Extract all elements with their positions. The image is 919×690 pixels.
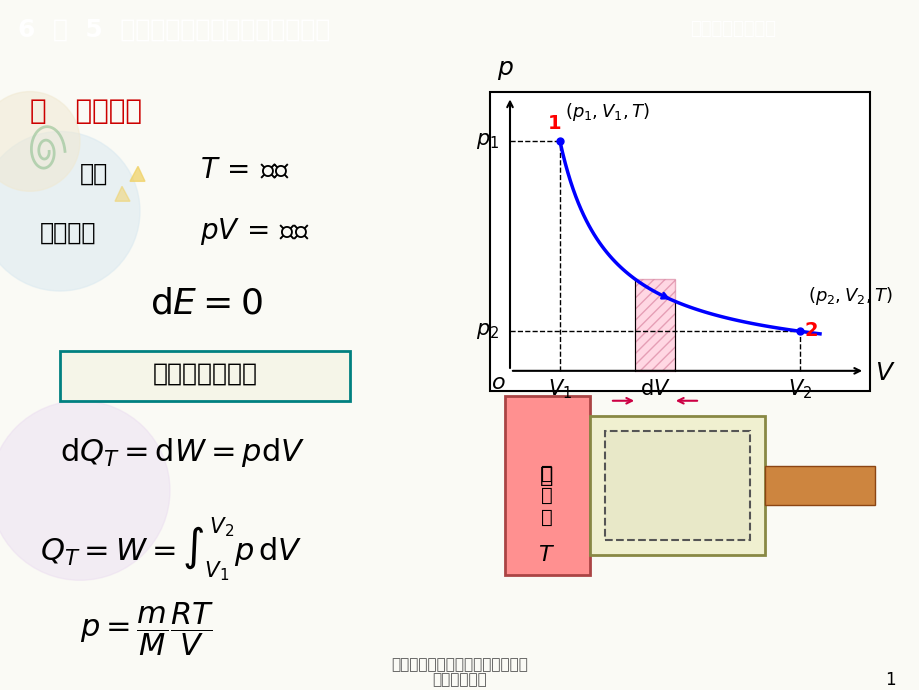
Text: 世界会向那些有目标和远见的人让: 世界会向那些有目标和远见的人让 [391, 658, 528, 673]
Bar [60, 351, 349, 401]
Text: $V$: $V$ [874, 361, 894, 385]
Text: $\mathrm{d}Q_T = \mathrm{d}W = p\mathrm{d}V$: $\mathrm{d}Q_T = \mathrm{d}W = p\mathrm{… [60, 435, 305, 469]
Circle shape [0, 92, 80, 191]
Text: 一   等温过程: 一 等温过程 [30, 97, 142, 125]
Bar [490, 92, 869, 391]
Text: $o$: $o$ [490, 373, 505, 393]
Text: $p$: $p$ [496, 57, 513, 81]
Text: $p_1$: $p_1$ [476, 131, 499, 151]
Bar [589, 415, 765, 555]
Polygon shape [115, 186, 130, 201]
Text: $T\,=\,$常量: $T\,=\,$常量 [199, 157, 290, 184]
Text: $Q_T = W = \int_{V_1}^{V_2} p\,\mathrm{d}V$: $Q_T = W = \int_{V_1}^{V_2} p\,\mathrm{d… [40, 515, 302, 584]
Text: $V_1$: $V_1$ [548, 377, 572, 401]
Circle shape [0, 132, 140, 291]
Text: 6  －  5  理想气体的等温过程和绝热过程: 6 － 5 理想气体的等温过程和绝热过程 [18, 17, 330, 41]
Circle shape [0, 401, 170, 580]
Text: $\mathrm{d}V$: $\mathrm{d}V$ [639, 379, 670, 399]
Bar [505, 396, 589, 575]
Text: $p = \dfrac{m}{M}\dfrac{RT}{V}$: $p = \dfrac{m}{M}\dfrac{RT}{V}$ [80, 600, 214, 658]
Bar [605, 431, 749, 540]
Text: $(p_1,V_1,T)$: $(p_1,V_1,T)$ [564, 101, 649, 124]
Text: $T$: $T$ [538, 545, 555, 565]
Text: 1: 1 [548, 115, 561, 133]
Text: 路，与君共勉: 路，与君共勉 [432, 673, 487, 687]
Text: $p_2$: $p_2$ [476, 322, 499, 342]
Text: $V_2$: $V_2$ [787, 377, 811, 401]
Text: 热力学第一定律: 热力学第一定律 [153, 362, 257, 386]
Text: 恒
温
热: 恒 温 热 [540, 464, 552, 527]
Bar [634, 279, 675, 371]
Text: 特征: 特征 [80, 161, 108, 186]
Text: $(p_2,V_2,T)$: $(p_2,V_2,T)$ [807, 286, 891, 307]
Text: 源: 源 [539, 466, 553, 486]
Text: $\mathrm{d}E = 0$: $\mathrm{d}E = 0$ [150, 286, 263, 320]
Text: 过程方程: 过程方程 [40, 221, 96, 245]
Polygon shape [130, 166, 145, 181]
Text: 1: 1 [884, 671, 894, 689]
Bar [765, 466, 874, 506]
Text: 第六章热力学基础: 第六章热力学基础 [689, 20, 775, 39]
Text: 2: 2 [804, 322, 818, 340]
Text: $pV\,=\,$常量: $pV\,=\,$常量 [199, 216, 310, 247]
